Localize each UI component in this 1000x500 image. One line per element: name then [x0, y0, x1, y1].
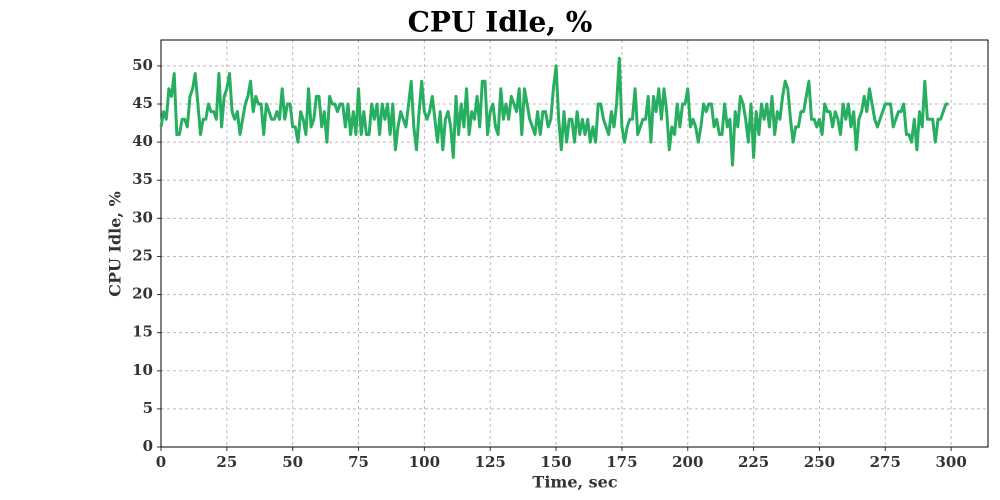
y-tick-label: 40 — [132, 132, 153, 150]
x-tick-label: 150 — [540, 453, 571, 471]
y-tick-label: 35 — [132, 170, 153, 188]
x-tick-label: 100 — [409, 453, 440, 471]
y-tick-label: 50 — [132, 56, 153, 74]
y-axis-label: CPU Idle, % — [106, 191, 125, 297]
plot-frame — [160, 39, 989, 448]
x-tick-label: 300 — [935, 453, 966, 471]
x-tick-label: 0 — [156, 453, 166, 471]
y-tick-label: 0 — [143, 437, 153, 455]
x-tick-label: 225 — [738, 453, 769, 471]
y-tick-label: 30 — [132, 208, 153, 226]
x-tick-label: 175 — [606, 453, 637, 471]
y-tick-label: 20 — [132, 285, 153, 303]
x-tick-label: 275 — [870, 453, 901, 471]
x-tick-label: 200 — [672, 453, 703, 471]
x-tick-label: 50 — [282, 453, 303, 471]
y-tick-label: 5 — [143, 399, 153, 417]
chart-title: CPU Idle, % — [408, 6, 593, 39]
x-tick-label: 25 — [216, 453, 237, 471]
x-axis-label: Time, sec — [532, 473, 617, 492]
y-tick-label: 15 — [132, 323, 153, 341]
data-line — [159, 56, 949, 167]
y-tick-label: 45 — [132, 94, 153, 112]
y-tick-label: 25 — [132, 246, 153, 264]
x-tick-label: 250 — [804, 453, 835, 471]
y-tick-label: 10 — [132, 361, 153, 379]
x-tick-label: 125 — [475, 453, 506, 471]
x-tick-label: 75 — [348, 453, 369, 471]
